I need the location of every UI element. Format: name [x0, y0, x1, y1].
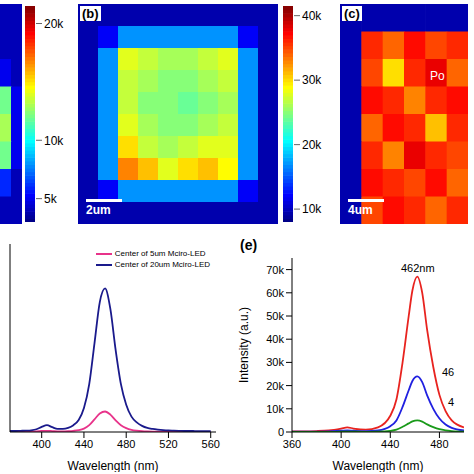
html-text:(b): (b) — [82, 6, 99, 21]
html-text:Center of 5um Mciro-LED: Center of 5um Mciro-LED — [114, 249, 206, 258]
html-text:Po: Po — [430, 69, 445, 83]
svg-text:480: 480 — [117, 438, 135, 450]
svg-text:70k: 70k — [266, 264, 284, 276]
svg-text:520: 520 — [159, 438, 177, 450]
svg-text:20k: 20k — [302, 138, 322, 152]
svg-text:30k: 30k — [302, 73, 322, 87]
html-text:4um: 4um — [348, 203, 373, 217]
svg-text:10k: 10k — [266, 403, 284, 415]
svg-text:Wavelength (nm): Wavelength (nm) — [333, 459, 424, 472]
svg-text:40k: 40k — [266, 333, 284, 345]
svg-text:50k: 50k — [266, 310, 284, 322]
html-text:462nm: 462nm — [401, 262, 435, 274]
svg-text:0: 0 — [278, 426, 284, 438]
svg-text:440: 440 — [381, 438, 399, 450]
svg-text:30k: 30k — [266, 356, 284, 368]
svg-text:560: 560 — [202, 438, 220, 450]
html-text:46: 46 — [442, 366, 455, 378]
svg-text:10k: 10k — [44, 134, 64, 148]
svg-text:Wavelength (nm): Wavelength (nm) — [68, 459, 159, 472]
svg-text:10k: 10k — [302, 202, 322, 216]
svg-text:5k: 5k — [44, 192, 58, 206]
html-text:2um: 2um — [86, 203, 111, 217]
svg-text:400: 400 — [33, 438, 51, 450]
svg-text:60k: 60k — [266, 287, 284, 299]
svg-text:360: 360 — [283, 438, 301, 450]
svg-text:20k: 20k — [44, 17, 64, 31]
html-text:(c): (c) — [344, 6, 360, 21]
svg-text:Intensity (a.u.): Intensity (a.u.) — [237, 307, 251, 383]
svg-text:400: 400 — [332, 438, 350, 450]
html-text:4: 4 — [448, 396, 455, 408]
svg-text:440: 440 — [75, 438, 93, 450]
svg-text:20k: 20k — [266, 380, 284, 392]
svg-text:480: 480 — [430, 438, 448, 450]
svg-text:40k: 40k — [302, 9, 322, 23]
html-text:Center of 20um Mciro-LED: Center of 20um Mciro-LED — [114, 260, 210, 269]
html-text:(e): (e) — [240, 237, 258, 253]
